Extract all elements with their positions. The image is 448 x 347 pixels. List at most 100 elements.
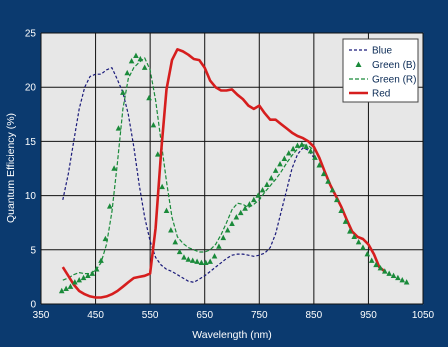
data-point-green-b <box>141 64 148 70</box>
data-point-green-b <box>320 170 327 177</box>
legend-swatch-green-b <box>355 61 362 67</box>
data-point-green-b <box>63 285 69 292</box>
data-point-green-b <box>150 121 157 128</box>
series-line-green-r <box>62 57 315 281</box>
data-point-green-b <box>251 196 257 203</box>
data-point-green-b <box>277 160 283 167</box>
data-point-green-b <box>368 257 375 263</box>
data-point-green-b <box>285 150 292 156</box>
data-point-green-b <box>325 178 331 184</box>
data-point-green-b <box>382 268 388 274</box>
legend-label-green-r: Green (R) <box>372 75 416 86</box>
x-tick-label: 750 <box>251 310 268 321</box>
data-point-green-b <box>386 270 392 276</box>
series-line-red <box>61 48 386 299</box>
data-point-green-b <box>312 154 318 160</box>
x-tick-label: 650 <box>196 310 213 321</box>
data-point-green-b <box>399 276 406 283</box>
series-layer <box>58 48 410 299</box>
data-point-green-b <box>58 287 65 294</box>
data-point-green-b <box>220 234 227 241</box>
data-point-green-b <box>237 209 244 216</box>
y-tick-label: 20 <box>25 83 37 94</box>
x-tick-label: 550 <box>142 310 159 321</box>
legend-label-blue: Blue <box>372 46 392 57</box>
data-point-green-b <box>290 145 296 152</box>
data-point-green-b <box>395 274 401 281</box>
legend: Blue Green (B) Green (R) Red <box>342 38 419 103</box>
data-point-green-b <box>80 274 87 281</box>
data-point-green-b <box>133 52 139 58</box>
data-point-green-b <box>377 265 384 271</box>
x-axis-ticks: 350 450 550 650 750 850 950 1050 <box>33 310 435 321</box>
data-point-green-b <box>67 283 74 289</box>
data-point-green-b <box>347 228 353 234</box>
data-point-green-b <box>106 203 113 209</box>
data-point-green-b <box>268 175 275 181</box>
data-point-green-b <box>189 257 196 263</box>
data-point-green-b <box>316 162 323 168</box>
data-point-green-b <box>85 272 91 279</box>
data-point-green-b <box>255 192 261 198</box>
y-tick-label: 10 <box>25 191 37 202</box>
data-point-green-b <box>181 254 187 260</box>
y-tick-label: 5 <box>30 245 36 256</box>
x-axis-title: Wavelength (nm) <box>192 329 272 341</box>
data-point-green-b <box>264 181 270 187</box>
data-point-green-b <box>146 94 152 101</box>
data-point-green-b <box>281 155 288 161</box>
data-point-green-b <box>115 125 122 131</box>
data-point-green-b <box>242 205 248 211</box>
data-point-green-b <box>373 261 379 268</box>
data-point-green-b <box>338 207 344 213</box>
data-point-green-b <box>159 183 165 190</box>
data-point-green-b <box>303 143 310 150</box>
data-point-green-b <box>76 276 82 283</box>
y-tick-label: 15 <box>25 137 37 148</box>
series-line-blue <box>62 67 315 283</box>
data-point-green-b <box>89 270 96 276</box>
series-green-b-markers <box>58 52 410 294</box>
data-point-green-b <box>294 142 301 148</box>
data-point-green-b <box>360 244 366 250</box>
data-point-green-b <box>203 259 209 266</box>
data-point-green-b <box>229 220 235 226</box>
data-point-green-b <box>364 250 371 257</box>
data-point-green-b <box>329 186 336 193</box>
y-tick-label: 0 <box>30 300 36 311</box>
grid <box>40 32 424 305</box>
data-point-green-b <box>168 227 174 233</box>
data-point-green-b <box>93 266 100 272</box>
x-tick-label: 450 <box>87 310 104 321</box>
y-tick-label: 25 <box>25 29 37 40</box>
data-point-green-b <box>207 258 213 264</box>
data-point-green-b <box>163 207 170 213</box>
data-point-green-b <box>176 248 183 255</box>
data-point-green-b <box>198 259 205 266</box>
data-point-green-b <box>390 272 397 279</box>
data-point-green-b <box>299 141 305 147</box>
data-point-green-b <box>72 279 78 285</box>
y-axis-ticks: 0 5 10 15 20 25 <box>25 29 37 311</box>
x-tick-label: 950 <box>360 310 377 321</box>
data-point-green-b <box>124 69 131 76</box>
data-point-green-b <box>154 151 161 157</box>
data-point-green-b <box>120 89 126 95</box>
data-point-green-b <box>246 201 253 207</box>
x-tick-label: 850 <box>306 310 323 321</box>
data-point-green-b <box>342 218 349 224</box>
data-point-green-b <box>259 186 266 193</box>
y-axis-title: Quantum Efficiency (%) <box>5 113 17 223</box>
legend-label-green-b: Green (B) <box>372 60 416 71</box>
data-point-green-b <box>355 239 362 245</box>
x-tick-label: 1050 <box>412 310 435 321</box>
data-point-green-b <box>307 147 314 154</box>
data-point-green-b <box>185 256 192 262</box>
data-point-green-b <box>111 165 117 171</box>
data-point-green-b <box>272 167 279 173</box>
data-point-green-b <box>216 243 222 249</box>
data-point-green-b <box>172 239 179 245</box>
data-point-green-b <box>211 253 218 259</box>
